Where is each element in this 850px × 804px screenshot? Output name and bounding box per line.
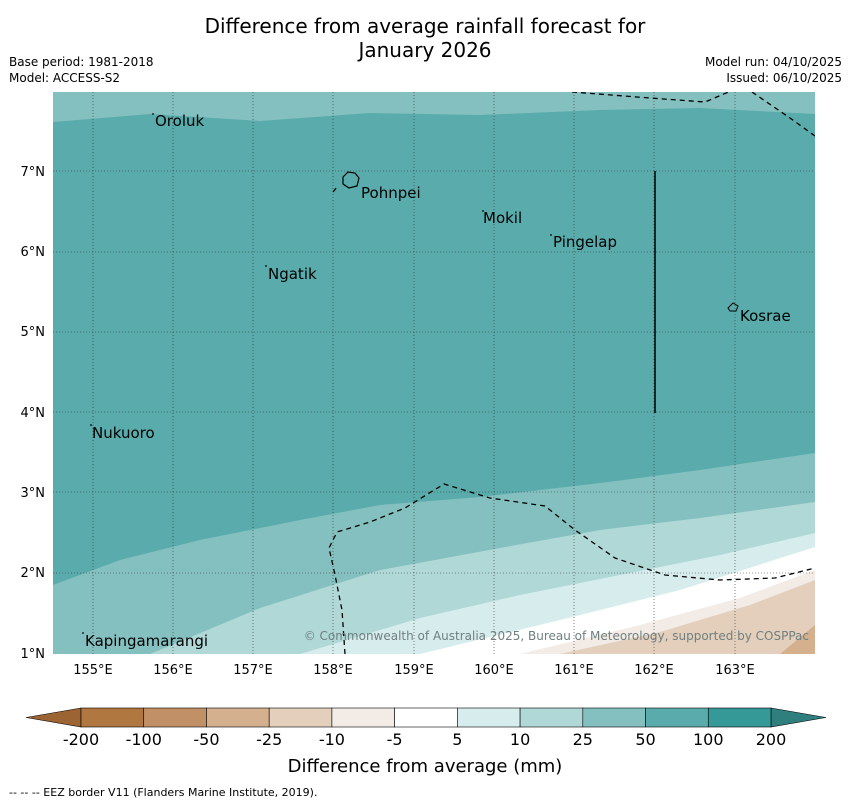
meta-right: Model run: 04/10/2025 Issued: 06/10/2025 [705,54,842,86]
model-run: Model run: 04/10/2025 [704,55,842,69]
colorbar-tick-label: 5 [452,730,462,749]
colorbar-swatch [519,707,584,728]
eez-borders [328,92,815,654]
lat-tick: 6°N [21,245,46,260]
lon-tick: 161°E [554,663,594,678]
lon-tick: 162°E [634,663,674,678]
lon-tick: 163°E [715,663,755,678]
colorbar-swatch [394,707,458,728]
band-50-100 [53,108,815,585]
colorbar-swatch [582,707,646,728]
title-line-2: January 2026 [358,38,492,62]
lat-tick: 4°N [21,406,46,421]
lat-tick: 2°N [21,566,46,581]
lon-tick: 156°E [153,663,193,678]
colorbar: -200 -100 -50 -25 -10 -5 5 10 25 50 100 200 [25,707,827,749]
lat-tick: 5°N [21,325,46,340]
base-period: Base period: 1981-2018 [9,55,154,69]
colorbar-tick-label: -5 [387,730,403,749]
label-oroluk: Oroluk [155,112,204,130]
label-mokil: Mokil [483,209,522,227]
colorbar-tick-label: 50 [635,730,655,749]
label-kosrae: Kosrae [740,307,791,325]
eez-footnote: -- -- -- EEZ border V11 (Flanders Marine… [9,786,318,799]
colorbar-swatch [645,707,709,728]
lat-tick: 1°N [21,647,46,662]
colorbar-tick-label: 200 [756,730,787,749]
lat-tick: 7°N [21,165,46,180]
lat-axis: 1°N 2°N 3°N 4°N 5°N 6°N 7°N [21,165,46,662]
colorbar-swatch [331,707,395,728]
map-area: Oroluk Pohnpei Mokil Pingelap Ngatik Kos… [53,92,815,654]
lon-tick: 160°E [474,663,514,678]
colorbar-tick-label: -100 [126,730,162,749]
colorbar-swatch [206,707,270,728]
label-pingelap: Pingelap [553,233,617,251]
lon-tick: 159°E [394,663,434,678]
band-minus-25-50 [780,625,815,654]
colorbar-swatch [268,707,333,728]
pohnpei-island [342,171,360,189]
colorbar-swatch [80,707,145,728]
label-nukuoro: Nukuoro [92,424,155,442]
island-markers [82,113,552,634]
colorbar-tick-label: 100 [693,730,724,749]
colorbar-swatch [143,707,207,728]
copyright-notice: © Commonwealth of Australia 2025, Bureau… [304,629,809,643]
meta-left: Base period: 1981-2018 Model: ACCESS-S2 [9,54,154,86]
title-line-1: Difference from average rainfall forecas… [204,14,646,38]
colorbar-tick-label: -10 [319,730,345,749]
lat-tick: 3°N [21,486,46,501]
lon-axis: 155°E 156°E 157°E 158°E 159°E 160°E 161°… [73,663,755,678]
colorbar-tick-label: -50 [193,730,219,749]
colorbar-over-arrow [770,707,827,728]
colorbar-title: Difference from average (mm) [288,756,563,777]
colorbar-tick-label: 10 [510,730,530,749]
colorbar-tick-label: 25 [573,730,593,749]
issued-date: Issued: 06/10/2025 [726,71,842,85]
colorbar-swatch [457,707,521,728]
lon-tick: 155°E [73,663,113,678]
lon-tick: 158°E [313,663,353,678]
band-minus-10-25 [560,580,815,654]
label-ngatik: Ngatik [268,265,317,283]
label-kapingamarangi: Kapingamarangi [85,632,208,650]
model-name: Model: ACCESS-S2 [9,71,121,85]
lon-tick: 157°E [233,663,273,678]
chart-title: Difference from average rainfall forecas… [0,14,850,62]
label-pohnpei: Pohnpei [361,184,421,202]
colorbar-under-arrow [25,707,82,728]
kosrae-island [727,302,739,312]
colorbar-tick-label: -200 [63,730,99,749]
graticule [53,92,815,654]
colorbar-tick-label: -25 [256,730,282,749]
colorbar-swatch [707,707,772,728]
